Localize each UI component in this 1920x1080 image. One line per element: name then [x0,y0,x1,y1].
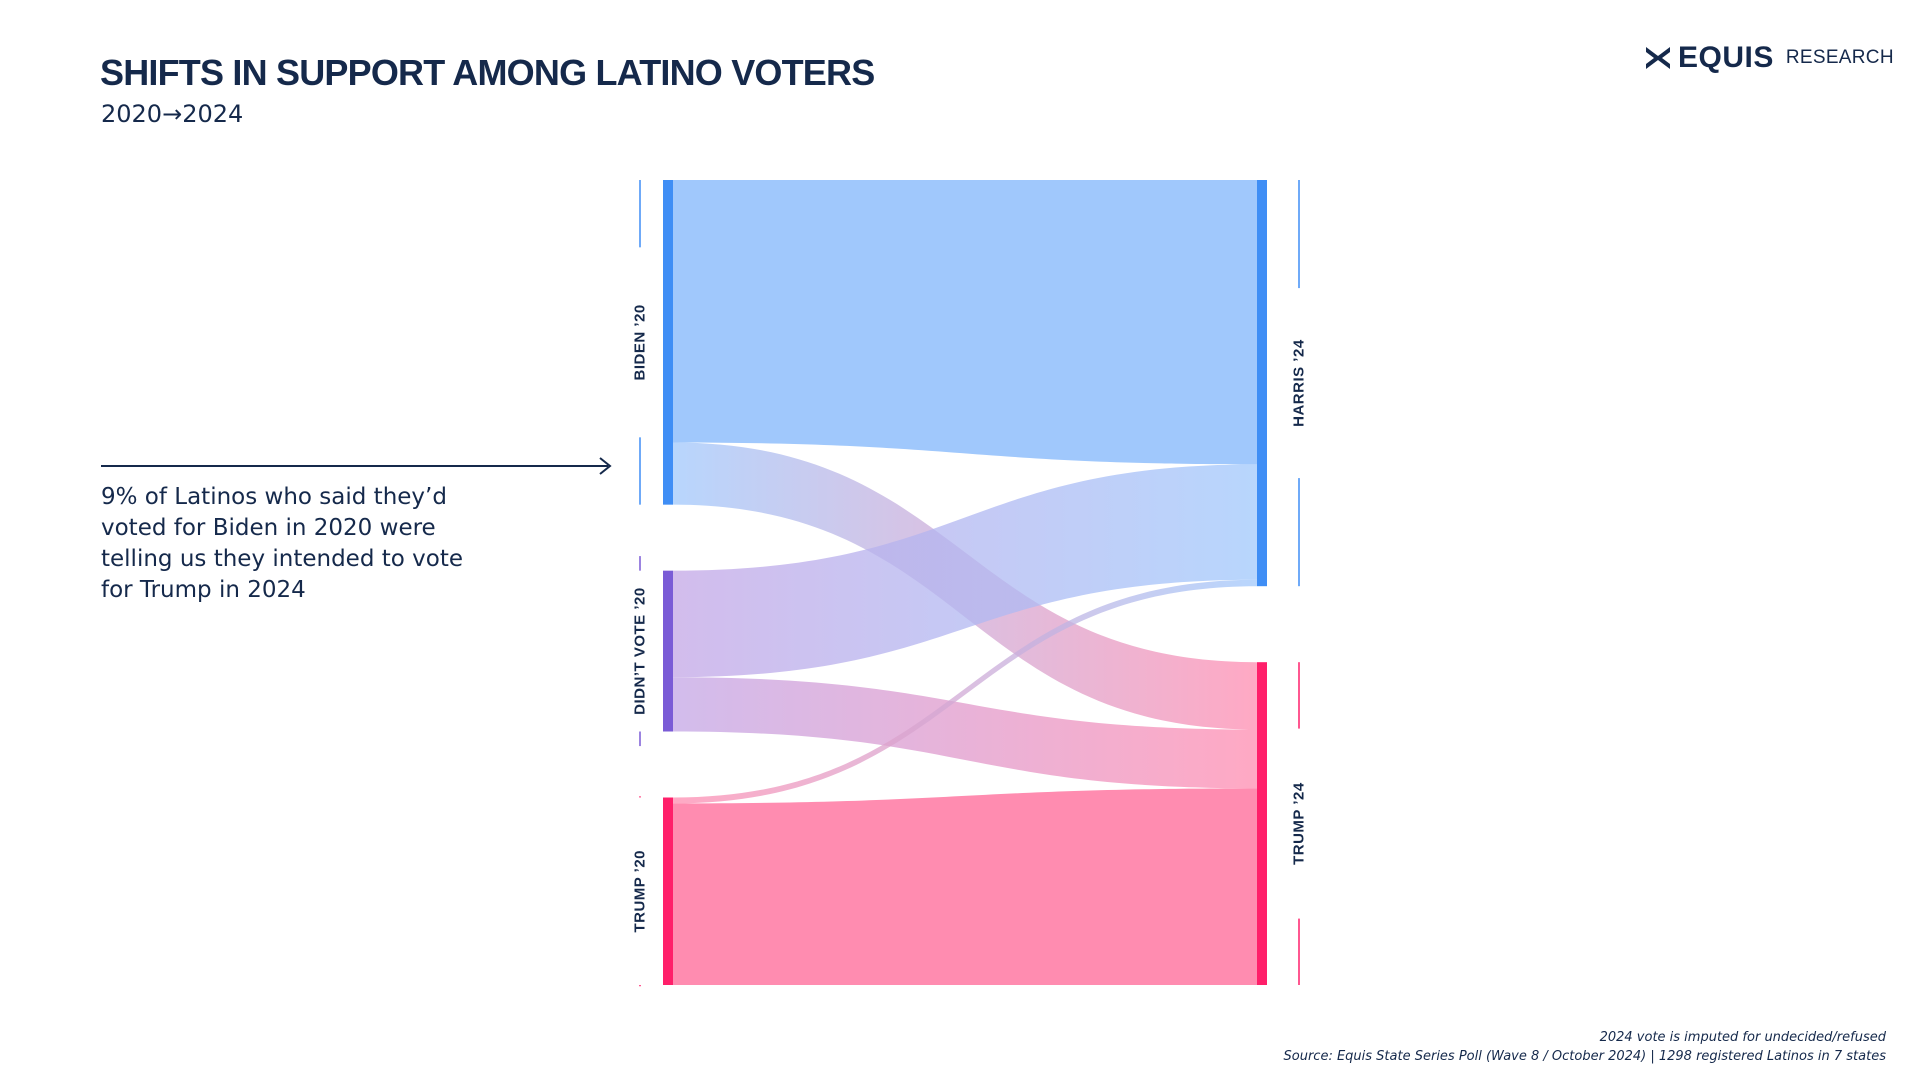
node-label-bg-trump24 [1284,778,1314,869]
node-bar-biden20 [663,180,673,505]
page-title: SHIFTS IN SUPPORT AMONG LATINO VOTERS [100,52,875,93]
annotation-arrow-head [599,457,612,475]
node-label-didnt20: DIDN’T VOTE ’20 [632,587,649,715]
node-bar-trump20 [663,797,673,985]
node-label-biden20: BIDEN ’20 [632,304,649,380]
footer: 2024 vote is imputed for undecided/refus… [1284,1028,1886,1066]
node-bars [663,180,1267,985]
page-subtitle: 2020→2024 [101,100,244,128]
flow-trump20-to-harris24 [673,579,1257,804]
node-label-harris24: HARRIS ’24 [1291,339,1308,427]
flow-links [673,180,1257,985]
node-bar-didnt20 [663,570,673,732]
node-label-bg-trump20 [625,845,655,937]
logo-tagline: RESEARCH [1785,47,1894,68]
annotation-text: 9% of Latinos who said they’d voted for … [101,484,463,603]
node-label-bg-harris24 [1284,335,1314,431]
logo-name: EQUIS [1678,41,1774,74]
flow-didnt20-to-harris24 [673,464,1257,678]
equis-logo: EQUIS RESEARCH [1644,40,1894,76]
node-label-bg-biden20 [625,300,655,385]
node-bar-harris24 [1257,180,1267,587]
flow-didnt20-to-trump24 [673,677,1257,789]
node-label-trump20: TRUMP ’20 [632,850,649,933]
flow-trump20-to-trump24 [673,788,1257,985]
x-mark-icon [1646,47,1670,69]
footer-note: 2024 vote is imputed for undecided/refus… [1599,1030,1886,1045]
footer-source: Source: Equis State Series Poll (Wave 8 … [1283,1049,1886,1064]
node-label-trump24: TRUMP ’24 [1291,782,1308,865]
node-labels: BIDEN ’20 DIDN’T VOTE ’20 TRUMP ’20 HARRIS … [625,180,1314,987]
node-label-bg-didnt20 [625,583,655,719]
flow-biden20-to-harris24 [673,180,1257,465]
node-bar-trump24 [1257,662,1267,985]
